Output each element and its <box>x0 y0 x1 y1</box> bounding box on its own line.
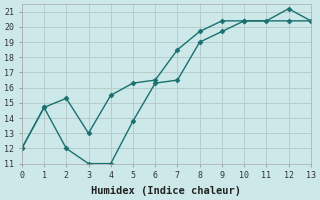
X-axis label: Humidex (Indice chaleur): Humidex (Indice chaleur) <box>91 186 241 196</box>
